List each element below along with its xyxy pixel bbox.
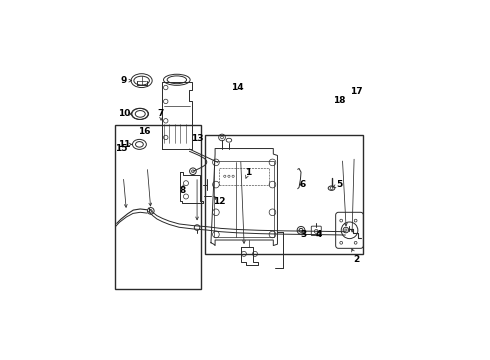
Bar xyxy=(219,168,269,185)
Text: 16: 16 xyxy=(138,127,150,136)
Bar xyxy=(115,125,201,288)
Bar xyxy=(205,135,364,254)
Bar xyxy=(214,161,274,237)
Text: 7: 7 xyxy=(158,109,164,118)
Text: 17: 17 xyxy=(349,87,362,96)
Text: 13: 13 xyxy=(191,134,203,143)
Text: 15: 15 xyxy=(115,144,127,153)
Text: 5: 5 xyxy=(337,180,343,189)
Text: 11: 11 xyxy=(118,140,130,149)
Text: 18: 18 xyxy=(333,95,345,104)
Text: 1: 1 xyxy=(245,168,251,177)
Text: 2: 2 xyxy=(353,255,360,264)
Text: 4: 4 xyxy=(316,230,322,239)
Text: 9: 9 xyxy=(121,76,127,85)
Text: 12: 12 xyxy=(213,197,225,206)
Text: 8: 8 xyxy=(180,186,186,195)
Text: 6: 6 xyxy=(299,180,306,189)
Text: 3: 3 xyxy=(301,230,307,239)
Text: 10: 10 xyxy=(118,109,130,118)
Text: 14: 14 xyxy=(231,83,244,92)
